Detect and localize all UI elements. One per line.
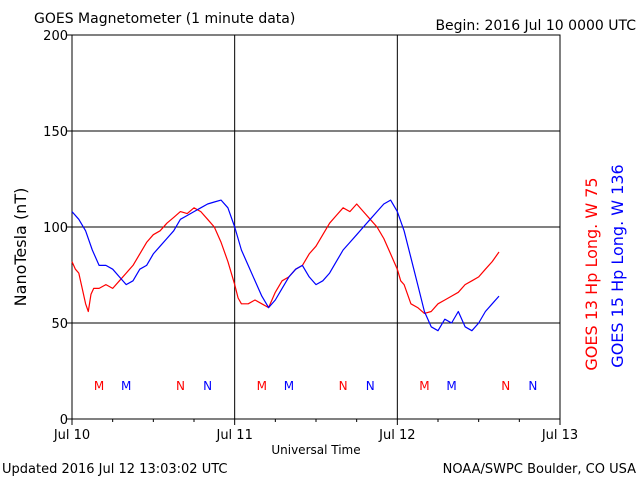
series-line-0 [71,203,500,314]
marker-n-7: N [366,379,375,393]
marker-n-11: N [528,379,537,393]
credit-label: NOAA/SWPC Boulder, CO USA [443,462,636,477]
marker-n-6: N [339,379,348,393]
x-axis-ticks: Jul 10 Jul 11 Jul 12 Jul 13 [53,419,578,443]
y-tick-label-50: 50 [51,317,68,332]
y-tick-label-150: 150 [43,125,68,140]
y-tick-label-100: 100 [43,221,68,236]
marker-m-8: M [419,379,429,393]
marker-n-2: N [176,379,185,393]
y-tick-label-200: 200 [43,29,68,44]
x-tick-label-0: Jul 10 [53,428,90,443]
marker-m-4: M [257,379,267,393]
series-line-1 [71,199,500,332]
marker-m-0: M [94,379,104,393]
x-axis-label: Universal Time [271,443,360,457]
series-lines [71,199,500,332]
x-tick-label-3: Jul 13 [541,428,578,443]
marker-m-5: M [284,379,294,393]
marker-m-1: M [121,379,131,393]
marker-n-10: N [501,379,510,393]
y-tick-label-0: 0 [60,413,68,428]
begin-label: Begin: 2016 Jul 10 0000 UTC [435,18,636,34]
y-axis-label: NanoTesla (nT) [11,188,30,307]
legend-goes15: GOES 15 Hp Long. W 136 [608,164,627,367]
x-tick-label-2: Jul 12 [378,428,415,443]
marker-m-9: M [446,379,456,393]
legend-goes13: GOES 13 Hp Long. W 75 [582,177,601,370]
y-axis-ticks: 0 50 100 150 200 [43,29,72,428]
x-tick-label-1: Jul 11 [215,428,252,443]
updated-label: Updated 2016 Jul 12 13:03:02 UTC [2,462,227,477]
marker-n-3: N [203,379,212,393]
chart-title: GOES Magnetometer (1 minute data) [34,11,295,27]
